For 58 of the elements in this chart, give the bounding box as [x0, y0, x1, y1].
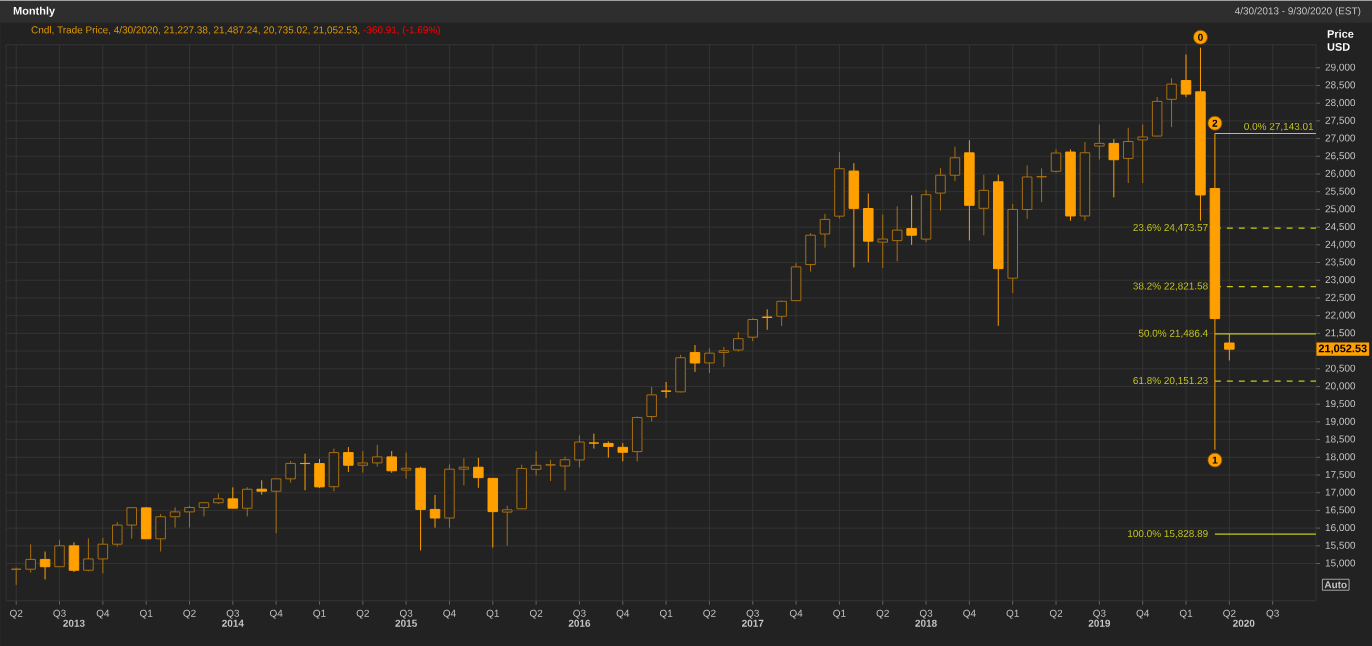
candlestick [559, 455, 571, 491]
candlestick [776, 299, 787, 327]
candlestick [68, 541, 80, 573]
candlestick [1108, 138, 1120, 198]
candlestick [574, 434, 585, 468]
candlestick [314, 458, 325, 489]
candlestick [54, 539, 65, 567]
candlestick [877, 213, 888, 269]
candlestick [155, 513, 166, 552]
candlestick [863, 192, 874, 263]
candlestick [891, 205, 903, 262]
candlestick [631, 415, 643, 462]
candlestick [415, 465, 426, 551]
candlestick [646, 386, 657, 422]
candlestick [1122, 126, 1134, 184]
candlestick [1050, 148, 1062, 173]
candlestick [473, 456, 484, 488]
candlestick [184, 504, 195, 528]
candlestick [978, 173, 990, 236]
candlestick [920, 189, 932, 243]
candlestick [39, 550, 51, 580]
candlestick [328, 447, 340, 492]
candlestick [227, 486, 239, 509]
candlestick [343, 446, 354, 473]
candlestick [371, 444, 383, 467]
candlestick [516, 463, 527, 509]
candlestick [617, 442, 629, 462]
candlestick [429, 494, 441, 528]
candlestick [299, 452, 311, 491]
candlestick [848, 162, 860, 268]
candlestick [949, 145, 961, 182]
candlestick [1094, 123, 1105, 160]
candlestick [761, 308, 773, 330]
candlestick [400, 451, 412, 479]
candlestick [588, 432, 600, 449]
candlestick [675, 354, 686, 393]
candlestick [747, 317, 759, 342]
candlestick [935, 167, 946, 211]
candlestick [819, 212, 831, 248]
candlestick [198, 501, 210, 517]
candlestick [805, 232, 816, 272]
candlestick [689, 344, 701, 373]
candlestick [1137, 123, 1148, 184]
candlestick [1151, 96, 1163, 137]
candlestick [1180, 53, 1192, 98]
candlestick [169, 506, 181, 528]
candlestick [242, 486, 253, 517]
candlestick [1166, 77, 1177, 128]
candlestick [834, 151, 845, 219]
candlestick [1224, 332, 1235, 361]
candlestick [140, 506, 152, 539]
candlestick [660, 381, 672, 399]
candlestick [386, 450, 397, 473]
candlestick [357, 450, 369, 473]
candlestick [501, 505, 513, 546]
candlestick [487, 477, 499, 548]
candlestick [906, 194, 917, 246]
candlestick [790, 262, 802, 302]
